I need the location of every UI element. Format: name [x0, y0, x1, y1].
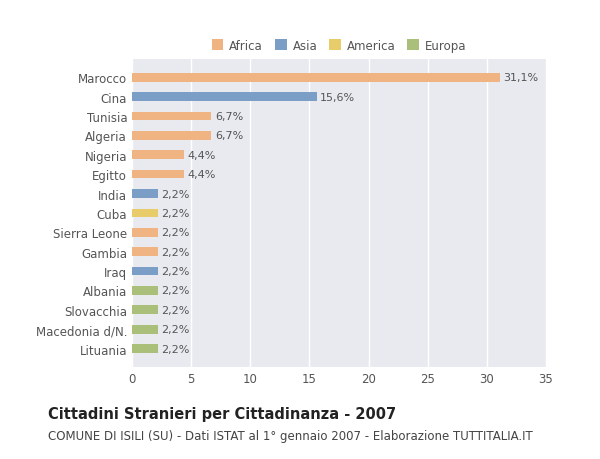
Bar: [132, 306, 158, 314]
Bar: [132, 73, 500, 82]
Bar: [132, 229, 158, 237]
Bar: [132, 345, 158, 353]
Bar: [132, 132, 211, 140]
Text: COMUNE DI ISILI (SU) - Dati ISTAT al 1° gennaio 2007 - Elaborazione TUTTITALIA.I: COMUNE DI ISILI (SU) - Dati ISTAT al 1° …: [48, 429, 533, 442]
Text: 2,2%: 2,2%: [161, 247, 190, 257]
Bar: [132, 93, 317, 102]
Text: 6,7%: 6,7%: [215, 112, 243, 122]
Text: 2,2%: 2,2%: [161, 267, 190, 276]
Text: 31,1%: 31,1%: [503, 73, 539, 83]
Text: Cittadini Stranieri per Cittadinanza - 2007: Cittadini Stranieri per Cittadinanza - 2…: [48, 406, 396, 421]
Bar: [132, 190, 158, 198]
Bar: [132, 248, 158, 257]
Bar: [132, 209, 158, 218]
Bar: [132, 112, 211, 121]
Text: 2,2%: 2,2%: [161, 286, 190, 296]
Legend: Africa, Asia, America, Europa: Africa, Asia, America, Europa: [207, 35, 471, 57]
Text: 2,2%: 2,2%: [161, 189, 190, 199]
Text: 15,6%: 15,6%: [320, 92, 355, 102]
Bar: [132, 325, 158, 334]
Text: 2,2%: 2,2%: [161, 344, 190, 354]
Bar: [132, 151, 184, 160]
Text: 2,2%: 2,2%: [161, 228, 190, 238]
Text: 2,2%: 2,2%: [161, 325, 190, 335]
Bar: [132, 267, 158, 276]
Text: 4,4%: 4,4%: [188, 151, 216, 160]
Text: 2,2%: 2,2%: [161, 208, 190, 218]
Bar: [132, 170, 184, 179]
Text: 2,2%: 2,2%: [161, 305, 190, 315]
Text: 6,7%: 6,7%: [215, 131, 243, 141]
Text: 4,4%: 4,4%: [188, 170, 216, 180]
Bar: [132, 286, 158, 295]
